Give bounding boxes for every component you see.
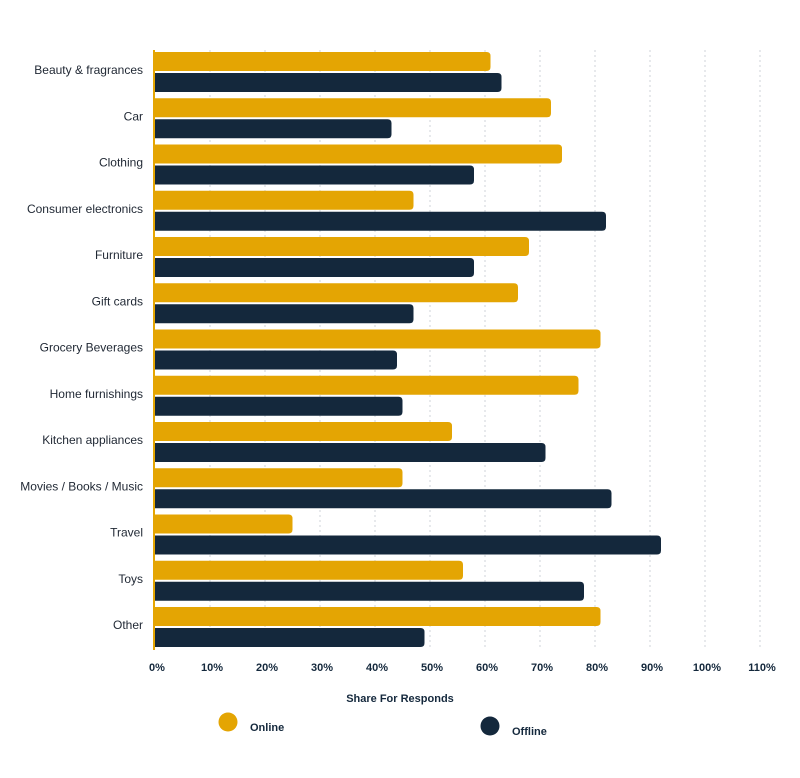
bar-offline [155,211,606,231]
category-label: Clothing [99,156,143,170]
bar-online [155,422,452,441]
bar-offline [155,443,546,462]
x-tick-label: 0% [149,662,165,674]
bar-online [155,98,551,118]
bar-online [155,283,518,303]
category-label: Consumer electronics [27,202,143,216]
bar-offline [155,304,414,324]
bar-offline [155,581,584,601]
legend-label-offline: Offline [512,726,547,738]
legend-swatch-offline [480,716,500,736]
bar-online [155,52,491,71]
x-tick-labels: 0% 10% 20% 30% 40% 50% 60% 70% 80% 90% 100% 110% [149,662,776,674]
bar-offline [155,489,612,509]
bars [155,52,661,647]
x-tick-label: 80% [586,662,608,674]
bar-online [155,375,579,395]
bar-offline [155,73,502,92]
x-tick-label: 70% [531,662,553,674]
bar-online [155,144,562,164]
x-tick-label: 110% [748,662,776,674]
legend-swatch-online [218,712,238,732]
category-label: Beauty & fragrances [34,63,143,77]
bar-offline [155,350,397,370]
x-tick-label: 60% [476,662,498,674]
category-label: Other [113,618,143,632]
legend-label-online: Online [250,722,284,734]
category-label: Kitchen appliances [42,433,143,447]
x-tick-label: 20% [256,662,278,674]
x-axis-title: Share For Responds [346,693,454,705]
bar-offline [155,628,425,647]
bar-offline [155,165,474,185]
bar-online [155,237,529,256]
category-labels: Beauty & fragrances Car Clothing Consumer e… [20,63,143,632]
x-tick-label: 90% [641,662,663,674]
x-tick-label: 100% [693,662,721,674]
category-label: Movies / Books / Music [20,479,143,493]
legend: Online Offline [218,712,547,738]
bar-offline [155,119,392,139]
category-label: Home furnishings [50,387,143,401]
bar-online [155,607,601,626]
bar-offline [155,396,403,416]
x-tick-label: 30% [311,662,333,674]
bar-offline [155,258,474,277]
bar-online [155,329,601,349]
bar-offline [155,535,661,555]
bar-online [155,514,293,534]
category-label: Travel [110,526,143,540]
category-label: Grocery Beverages [40,341,143,355]
x-tick-label: 40% [366,662,388,674]
category-label: Gift cards [92,294,143,308]
bar-online [155,468,403,488]
bar-online [155,560,463,580]
category-label: Toys [118,572,143,586]
category-label: Furniture [95,248,143,262]
x-tick-label: 10% [201,662,223,674]
x-tick-label: 50% [421,662,443,674]
grid-lines [209,50,761,648]
bar-online [155,190,414,210]
category-label: Car [124,109,143,123]
